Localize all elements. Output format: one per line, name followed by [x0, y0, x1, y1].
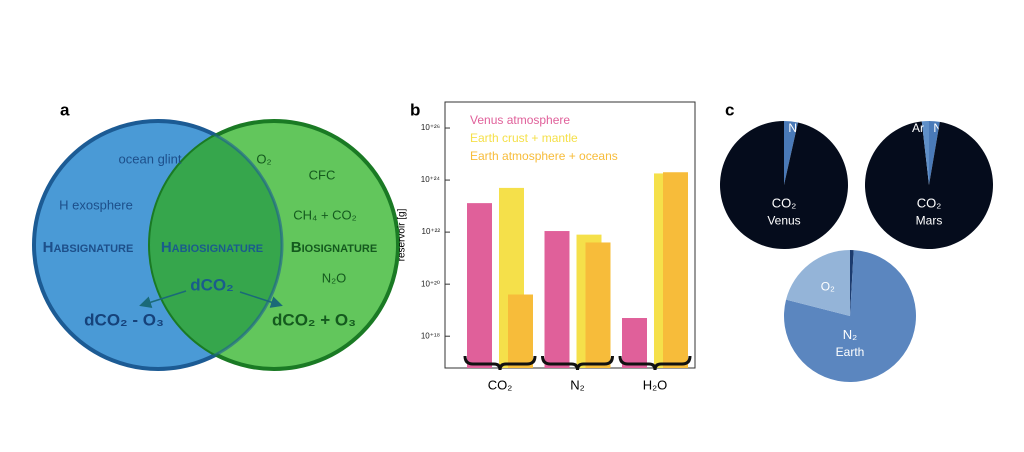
bar	[467, 203, 492, 368]
slice-label: N₂	[843, 327, 857, 342]
brace	[463, 355, 537, 371]
panel-label: b	[410, 100, 420, 119]
overlap	[150, 121, 282, 369]
venn-heading: Biosignature	[291, 239, 377, 256]
bar	[508, 294, 533, 368]
pie-slice	[850, 250, 854, 316]
arrow	[239, 291, 283, 308]
venn-key: dCO₂ - O₃	[84, 310, 164, 329]
plot-frame	[444, 101, 696, 369]
brace	[618, 355, 692, 371]
slice-label: Ar	[912, 121, 924, 135]
bar	[622, 318, 647, 368]
pie-name: Earth	[836, 345, 865, 359]
panel-label: a	[60, 100, 70, 119]
pie-slice	[784, 121, 798, 185]
pie-slice	[719, 121, 848, 249]
x-tick-label: H₂O	[643, 377, 668, 392]
arrow	[139, 290, 187, 308]
legend-entry: Earth atmosphere + oceans	[470, 149, 618, 163]
pie-name: Venus	[767, 213, 800, 227]
pie-slice	[929, 121, 940, 185]
slice-label: CO₂	[772, 196, 797, 211]
venn-diagram: ocean glint H exosphere Habsignature Hab…	[32, 119, 400, 371]
panel-label: c	[725, 100, 734, 119]
venn-label: H exosphere	[59, 197, 133, 212]
y-tick-label: 10⁺¹⁸	[421, 331, 440, 340]
pie-slice	[921, 121, 929, 185]
y-tick-label: 10⁺²⁶	[421, 123, 440, 132]
y-axis-label: reservoir [g]	[397, 208, 408, 261]
pie-slice	[786, 250, 850, 316]
slice-label: CO₂	[917, 196, 942, 211]
legend-entry: Venus atmosphere	[470, 113, 570, 127]
bar	[544, 231, 570, 368]
pie-slice	[865, 121, 993, 249]
venn-heading: Habiosignature	[161, 239, 263, 256]
venn-key: dCO₂ + O₃	[272, 310, 356, 329]
brace	[541, 355, 614, 371]
venn-label: N₂O	[322, 270, 347, 285]
venn-label: CFC	[309, 167, 336, 182]
pie-slice	[784, 250, 916, 382]
y-tick-label: 10⁺²⁴	[421, 175, 441, 184]
venn-label: ocean glint	[119, 151, 182, 166]
bar	[663, 172, 688, 368]
y-tick-label: 10⁺²²	[422, 227, 441, 236]
x-tick-label: CO₂	[488, 377, 513, 392]
venn-label: CH₄ + CO₂	[293, 207, 356, 222]
venn-label: O₂	[256, 151, 271, 166]
y-tick-label: 10⁺²⁰	[421, 279, 440, 288]
legend-entry: Earth crust + mantle	[470, 131, 578, 145]
slice-label: O₂	[821, 279, 835, 293]
x-tick-label: N₂	[570, 377, 584, 392]
venn-key: dCO₂	[190, 275, 233, 294]
circle-outline	[32, 119, 284, 371]
bar	[585, 242, 611, 368]
venn-heading: Habsignature	[43, 239, 134, 256]
pie-name: Mars	[916, 213, 943, 227]
